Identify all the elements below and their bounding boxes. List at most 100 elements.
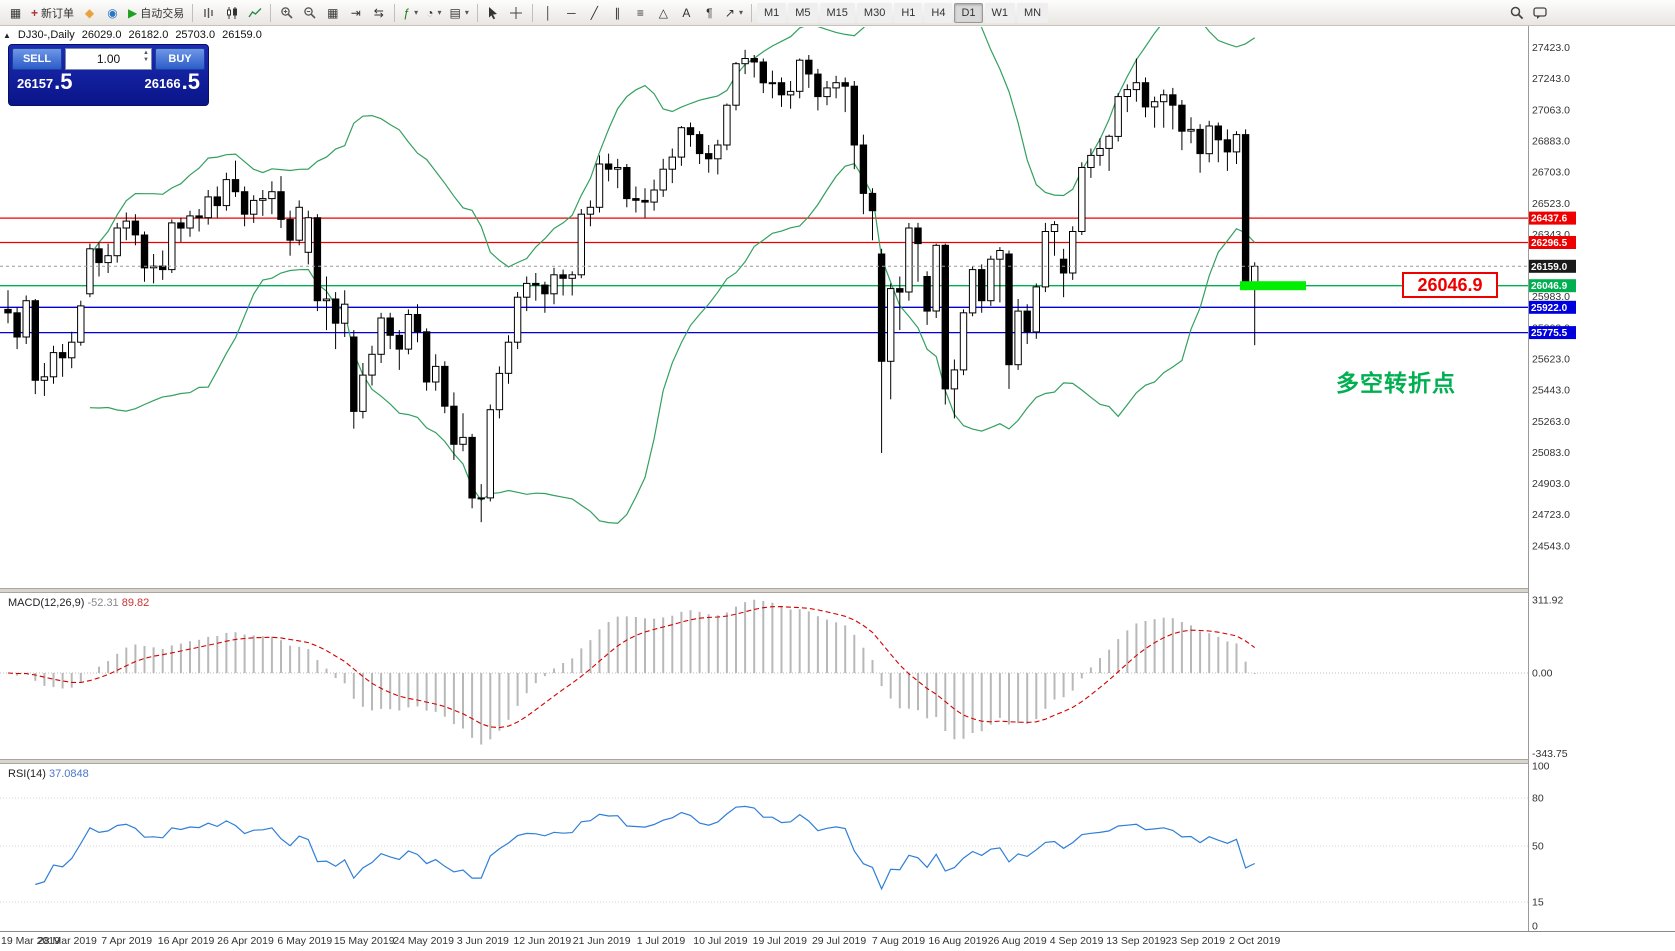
timeframe-button-H4[interactable]: H4 <box>924 2 953 23</box>
autotrading-button-label: 自动交易 <box>140 7 185 20</box>
new-order-button[interactable]: + 新订单 <box>27 2 78 24</box>
cursor-button[interactable] <box>482 2 505 24</box>
candles-icon <box>226 6 237 19</box>
crosshair-icon <box>510 6 523 19</box>
main-toolbar: ▦ + 新订单 ◆ ◉ ▶ 自动交易 ▦ ⇥ ⇆ ƒ ▾ ◔ ▾ ▤ ▾ │ ─ ╱ ∥ ≡ △ A ¶ ↗ ▾ M1 M5 M15 M3… <box>0 0 1675 26</box>
date-label: 3 Jun 2019 <box>457 935 509 947</box>
channel-button[interactable]: ∥ <box>606 2 629 24</box>
chart-shift-button[interactable]: ⇆ <box>367 2 390 24</box>
rsi-label: RSI(14) 37.0848 <box>8 768 89 780</box>
sell-button[interactable]: SELL <box>12 48 62 70</box>
volume-up-icon[interactable]: ▲ <box>143 50 149 56</box>
panel-separator[interactable] <box>0 588 1675 593</box>
periods-button[interactable]: ◔ ▾ <box>422 2 445 24</box>
zoom-in-button[interactable] <box>275 2 298 24</box>
arrows-icon: ↗ <box>724 5 735 20</box>
date-label: 10 Jul 2019 <box>693 935 747 947</box>
price-tag <box>1529 300 1576 314</box>
svg-text:24903.0: 24903.0 <box>1532 478 1570 490</box>
date-label: 7 Aug 2019 <box>872 935 925 947</box>
trendline-button[interactable]: ╱ <box>583 2 606 24</box>
dropdown-caret-icon: ▾ <box>437 8 442 17</box>
ohlc-close: 26159.0 <box>222 29 262 41</box>
svg-text:26437.6: 26437.6 <box>1531 214 1568 225</box>
date-label: 7 Apr 2019 <box>101 935 152 947</box>
collapse-arrow-icon[interactable]: ▲ <box>3 30 11 40</box>
svg-text:26046.9: 26046.9 <box>1531 281 1568 292</box>
timeframe-button-M15[interactable]: M15 <box>819 2 855 23</box>
autotrading-button[interactable]: ▶ 自动交易 <box>124 2 188 24</box>
candlestick-chart-button[interactable] <box>220 2 243 24</box>
fibonacci-button[interactable]: ≡ <box>629 2 652 24</box>
panel-separator[interactable] <box>0 759 1675 764</box>
chat-button[interactable] <box>1528 2 1551 24</box>
date-label: 28 Mar 2019 <box>38 935 97 947</box>
rsi-line <box>35 805 1255 891</box>
clock-icon: ◔ <box>426 5 434 20</box>
svg-text:100: 100 <box>1532 761 1550 773</box>
date-label: 15 May 2019 <box>334 935 395 947</box>
auto-scroll-icon: ⇥ <box>350 5 361 20</box>
timeframe-button-MN[interactable]: MN <box>1017 2 1049 23</box>
buy-button[interactable]: BUY <box>155 48 205 70</box>
vertical-line-button[interactable]: │ <box>537 2 560 24</box>
macd-panel[interactable] <box>0 599 1528 745</box>
bars-icon <box>204 7 213 18</box>
svg-text:80: 80 <box>1532 793 1544 805</box>
svg-text:0.00: 0.00 <box>1532 668 1553 680</box>
horizontal-line-button[interactable]: ─ <box>560 2 583 24</box>
tile-windows-button[interactable]: ▦ <box>321 2 344 24</box>
thick-green-segment[interactable] <box>1240 281 1306 291</box>
svg-text:0: 0 <box>1532 921 1538 933</box>
indicators-icon: ƒ <box>403 5 411 20</box>
timeframe-button-W1[interactable]: W1 <box>984 2 1016 23</box>
zoom-out-button[interactable] <box>298 2 321 24</box>
rsi-panel[interactable] <box>0 797 1528 903</box>
svg-text:25623.0: 25623.0 <box>1532 354 1570 366</box>
date-label: 21 Jun 2019 <box>573 935 631 947</box>
main-chart-panel[interactable] <box>0 0 1528 524</box>
fibo-icon: ≡ <box>636 5 644 20</box>
crosshair-button[interactable] <box>505 2 528 24</box>
shapes-button[interactable]: △ <box>652 2 675 24</box>
new-order-icon: + <box>31 5 39 20</box>
svg-text:25263.0: 25263.0 <box>1532 416 1570 428</box>
auto-scroll-button[interactable]: ⇥ <box>344 2 367 24</box>
timeframe-button-H1[interactable]: H1 <box>894 2 923 23</box>
volume-down-icon[interactable]: ▼ <box>143 57 149 63</box>
zoom-out-icon <box>304 6 316 19</box>
svg-text:25443.0: 25443.0 <box>1532 385 1570 397</box>
svg-text:27063.0: 27063.0 <box>1532 104 1570 116</box>
svg-text:27243.0: 27243.0 <box>1532 73 1570 85</box>
bar-chart-button[interactable] <box>197 2 220 24</box>
text-button[interactable]: A <box>675 2 698 24</box>
volume-input[interactable]: 1.00 ▲ ▼ <box>65 48 152 70</box>
templates-button[interactable]: ▤ ▾ <box>446 2 473 24</box>
label-button[interactable]: ¶ <box>698 2 721 24</box>
svg-text:24723.0: 24723.0 <box>1532 509 1570 521</box>
symbol-period-label: DJ30-,Daily <box>17 29 75 41</box>
svg-text:24543.0: 24543.0 <box>1532 540 1570 552</box>
date-label: 19 Mar 2019 <box>1 935 60 947</box>
timeframe-button-M5[interactable]: M5 <box>788 2 818 23</box>
arrows-button[interactable]: ↗ ▾ <box>721 2 747 24</box>
svg-text:25083.0: 25083.0 <box>1532 447 1570 459</box>
date-label: 16 Apr 2019 <box>158 935 215 947</box>
timeframe-button-M30[interactable]: M30 <box>856 2 893 23</box>
svg-text:50: 50 <box>1532 841 1544 853</box>
dropdown-caret-icon: ▾ <box>738 8 743 17</box>
timeframe-button-D1[interactable]: D1 <box>954 2 983 23</box>
line-chart-button[interactable] <box>243 2 266 24</box>
ohlc-high: 26182.0 <box>128 29 169 41</box>
chat-icon <box>1532 6 1547 19</box>
timeframe-button-M1[interactable]: M1 <box>756 2 787 23</box>
community-button[interactable]: ◉ <box>101 2 124 24</box>
chart-window-button[interactable]: ▦ <box>4 2 27 24</box>
indicators-button[interactable]: ƒ ▾ <box>399 2 422 24</box>
date-label: 23 Sep 2019 <box>1166 935 1226 947</box>
mql5-button[interactable]: ◆ <box>78 2 101 24</box>
svg-text:-343.75: -343.75 <box>1532 748 1568 760</box>
search-button[interactable] <box>1505 2 1528 24</box>
